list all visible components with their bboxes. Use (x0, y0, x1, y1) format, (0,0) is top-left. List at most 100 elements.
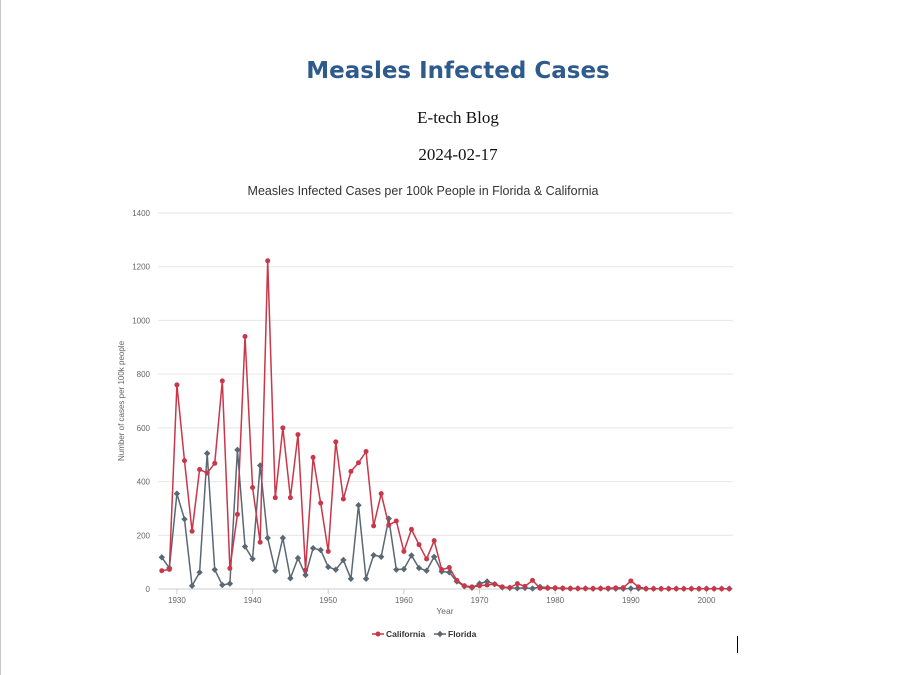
data-point-florida (211, 566, 218, 573)
data-point-california (250, 484, 256, 490)
data-point-california (560, 585, 566, 591)
data-point-florida (627, 585, 635, 592)
data-point-california (355, 460, 361, 466)
x-tick-label: 1940 (244, 596, 262, 605)
data-point-california (431, 538, 437, 544)
data-point-florida (287, 575, 294, 582)
data-point-florida (317, 546, 324, 554)
data-point-florida (302, 571, 309, 579)
data-point-california (567, 585, 573, 591)
data-point-florida (430, 553, 438, 560)
data-point-california (537, 585, 543, 591)
x-tick-label: 1970 (471, 596, 489, 605)
data-point-california (704, 586, 710, 592)
legend-label: California (386, 629, 425, 639)
data-point-florida (309, 544, 317, 552)
data-point-florida (377, 553, 385, 560)
data-point-california (378, 491, 384, 497)
data-point-california (287, 495, 293, 501)
y-tick-label: 0 (146, 585, 151, 594)
data-point-california (688, 586, 694, 592)
data-point-california (212, 460, 218, 466)
data-point-california (643, 586, 649, 592)
data-point-florida (264, 534, 271, 542)
data-point-california (477, 583, 483, 589)
data-point-california (371, 523, 377, 529)
data-point-florida (188, 582, 196, 589)
x-axis: 1930 1940 1950 1960 1970 1980 1990 2000 (168, 589, 716, 605)
data-point-california (439, 567, 445, 573)
data-point-california (318, 500, 324, 506)
data-point-california (204, 470, 210, 476)
data-point-california (272, 495, 278, 501)
x-tick-label: 1990 (622, 596, 640, 605)
data-point-california (197, 466, 203, 472)
data-point-california (507, 585, 513, 591)
data-point-california (620, 585, 626, 591)
document-author: E-tech Blog (417, 108, 499, 127)
data-point-florida (203, 450, 211, 457)
x-tick-label: 2000 (698, 596, 716, 605)
x-tick-label: 1960 (395, 596, 413, 605)
data-point-california (454, 577, 460, 583)
data-point-florida (249, 555, 256, 563)
data-point-california (711, 586, 717, 592)
data-point-california (545, 585, 551, 591)
data-point-california (219, 378, 225, 384)
series-florida (158, 446, 733, 592)
data-point-california (348, 468, 354, 474)
data-point-california (242, 334, 248, 340)
data-point-california (530, 577, 536, 583)
data-point-florida (355, 502, 362, 509)
data-point-florida (181, 515, 188, 523)
data-point-california (189, 528, 195, 534)
data-point-florida (362, 575, 370, 582)
data-point-california (522, 583, 528, 589)
legend-item-california[interactable]: California (372, 629, 425, 639)
data-point-florida (340, 556, 347, 564)
data-point-california (590, 585, 596, 591)
data-point-florida (446, 569, 453, 576)
data-point-florida (219, 581, 226, 589)
data-point-california (295, 432, 301, 438)
document-date: 2024-02-17 (418, 145, 498, 164)
data-point-florida (294, 554, 302, 562)
data-point-california (280, 425, 286, 431)
y-tick-label: 400 (137, 478, 151, 487)
data-point-california (681, 586, 687, 592)
data-point-california (552, 585, 558, 591)
data-point-california (673, 586, 679, 592)
data-point-california (514, 581, 520, 587)
legend-item-florida[interactable]: Florida (434, 629, 477, 639)
y-axis-label: Number of cases per 100k people (117, 340, 126, 461)
x-tick-label: 1930 (168, 596, 186, 605)
chart-legend[interactable]: California Florida (372, 629, 477, 639)
data-point-florida (279, 534, 287, 542)
data-point-california (386, 522, 392, 528)
data-point-florida (234, 446, 241, 454)
data-point-florida (415, 564, 423, 572)
data-point-california (310, 454, 316, 460)
data-point-california (461, 583, 467, 589)
y-tick-label: 1200 (132, 263, 150, 272)
data-point-florida (423, 567, 430, 574)
data-point-florida (325, 563, 332, 571)
legend-marker (375, 631, 381, 637)
data-point-florida (529, 585, 536, 592)
data-point-florida (272, 567, 279, 574)
data-point-california (181, 458, 187, 464)
data-point-california (499, 584, 505, 590)
data-point-california (628, 578, 634, 584)
data-point-florida (158, 554, 165, 561)
data-point-california (159, 568, 165, 574)
data-point-california (446, 565, 452, 571)
data-point-california (340, 496, 346, 502)
data-point-california (613, 585, 619, 591)
data-point-florida (332, 566, 339, 573)
series-layer (158, 258, 733, 592)
data-point-california (635, 584, 641, 590)
x-axis-label: Year (436, 606, 453, 616)
series-line-california (161, 260, 730, 590)
data-point-california (174, 382, 180, 388)
